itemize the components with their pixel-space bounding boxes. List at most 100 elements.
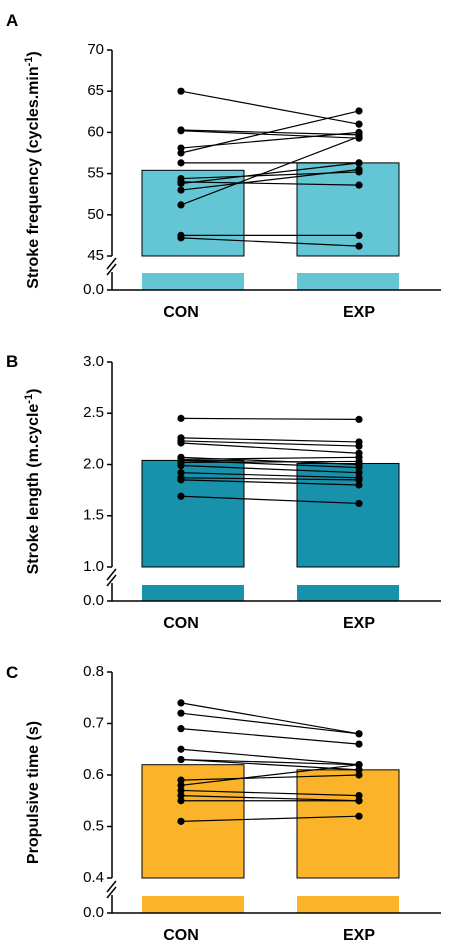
axis-break-mark-1 bbox=[106, 880, 117, 893]
data-point-con bbox=[177, 127, 185, 135]
axis-break-mark-2 bbox=[106, 263, 117, 276]
pair-line bbox=[180, 789, 360, 797]
axis-break-mark-1 bbox=[106, 257, 117, 270]
data-point-con bbox=[177, 414, 185, 422]
pair-line bbox=[180, 181, 360, 186]
bar-stub-exp bbox=[297, 273, 399, 290]
bar-exp bbox=[296, 769, 400, 879]
data-point-exp bbox=[355, 469, 363, 477]
data-point-con bbox=[177, 699, 185, 707]
x-tick-label-con: CON bbox=[163, 615, 199, 632]
y-tick-label: 3.0 bbox=[83, 353, 104, 370]
data-point-con bbox=[177, 745, 185, 753]
data-point-con bbox=[177, 492, 185, 500]
data-point-con bbox=[177, 179, 185, 188]
bar-stub-con bbox=[142, 896, 244, 913]
data-point-con bbox=[177, 476, 185, 484]
data-point-exp bbox=[355, 812, 363, 820]
pair-line bbox=[180, 90, 360, 125]
pair-line bbox=[180, 728, 360, 745]
data-point-con bbox=[177, 461, 185, 470]
data-point-exp bbox=[355, 481, 363, 489]
data-point-con bbox=[177, 87, 185, 95]
data-point-exp bbox=[355, 159, 363, 167]
data-point-exp bbox=[355, 761, 363, 769]
data-point-con bbox=[177, 149, 185, 157]
data-point-con bbox=[177, 817, 185, 825]
y-tick-label: 2.0 bbox=[83, 455, 104, 472]
y-tick-label: 45 bbox=[87, 247, 104, 264]
y-tick-label: 2.5 bbox=[83, 404, 104, 421]
y-tick-label-zero: 0.0 bbox=[83, 592, 104, 609]
pair-line bbox=[180, 815, 360, 822]
pair-line bbox=[180, 712, 360, 735]
y-axis-title: Stroke frequency (cycles.min-1) bbox=[23, 51, 42, 288]
pair-line bbox=[180, 459, 360, 469]
data-point-con bbox=[177, 234, 185, 242]
data-point-exp bbox=[355, 771, 363, 779]
axis-break-mark-1 bbox=[106, 568, 117, 581]
data-point-con bbox=[177, 797, 185, 805]
y-tick-label-zero: 0.0 bbox=[83, 904, 104, 921]
y-tick-label: 0.5 bbox=[83, 817, 104, 834]
data-point-con bbox=[177, 786, 185, 795]
pair-line bbox=[180, 110, 360, 154]
pair-line bbox=[180, 417, 360, 420]
data-point-exp bbox=[355, 499, 363, 508]
bar-stub-exp bbox=[297, 585, 399, 601]
y-tick-label: 1.5 bbox=[83, 507, 104, 524]
data-point-con bbox=[177, 186, 185, 194]
data-point-exp bbox=[355, 165, 363, 174]
x-tick-label-exp: EXP bbox=[343, 927, 375, 944]
data-point-exp bbox=[355, 730, 363, 738]
data-point-con bbox=[177, 159, 185, 167]
panel-c: C 0.4 0.5 0.6 0.7 0.8 0.0 Propulsive time (s) CO… bbox=[6, 663, 441, 944]
bar-con bbox=[141, 459, 245, 568]
bar-exp bbox=[296, 462, 400, 568]
pair-line bbox=[180, 748, 360, 766]
y-tick-label-zero: 0.0 bbox=[83, 281, 104, 298]
pair-line bbox=[180, 702, 360, 735]
y-tick-label: 70 bbox=[87, 41, 104, 58]
data-point-exp bbox=[355, 766, 363, 774]
data-point-con bbox=[177, 781, 185, 789]
bar-stub-con bbox=[142, 273, 244, 290]
data-point-con bbox=[177, 201, 185, 209]
y-axis-title: Stroke length (m.cycle-1) bbox=[23, 389, 42, 575]
y-tick-label: 55 bbox=[87, 165, 104, 182]
pair-line bbox=[180, 168, 360, 191]
pair-line bbox=[180, 130, 360, 139]
panel-label: B bbox=[6, 352, 18, 371]
pair-line bbox=[180, 758, 360, 766]
bar-exp bbox=[296, 162, 400, 257]
data-point-exp bbox=[355, 231, 363, 239]
bar-stub-exp bbox=[297, 896, 399, 913]
pair-line bbox=[180, 135, 360, 206]
x-tick-label-exp: EXP bbox=[343, 615, 375, 632]
data-point-exp bbox=[355, 442, 363, 450]
y-tick-label: 0.8 bbox=[83, 663, 104, 680]
pair-line bbox=[180, 456, 360, 460]
pair-line bbox=[180, 464, 360, 474]
x-tick-label-exp: EXP bbox=[343, 304, 375, 321]
pair-line bbox=[180, 460, 360, 464]
data-point-exp bbox=[355, 457, 363, 466]
pair-line bbox=[180, 442, 360, 454]
data-point-exp bbox=[355, 181, 363, 189]
data-point-con bbox=[177, 776, 185, 784]
pair-line bbox=[180, 479, 360, 486]
panel-label: A bbox=[6, 11, 18, 30]
data-point-con bbox=[177, 439, 185, 447]
y-tick-label: 65 bbox=[87, 82, 104, 99]
data-point-exp bbox=[355, 476, 363, 484]
y-axis-title: Propulsive time (s) bbox=[25, 721, 42, 864]
y-tick-label: 0.4 bbox=[83, 869, 104, 886]
panel-b: B 1.0 1.5 2.0 2.5 3.0 0.0 Stroke length (m.cycl… bbox=[6, 352, 441, 632]
x-tick-label-con: CON bbox=[163, 927, 199, 944]
pair-line bbox=[180, 437, 360, 443]
data-point-exp bbox=[355, 740, 363, 748]
pair-line bbox=[180, 495, 360, 505]
pair-line bbox=[180, 440, 360, 447]
panel-a: A 45 50 55 60 65 70 0.0 Stroke frequency (cycles… bbox=[6, 11, 441, 321]
y-tick-label: 0.6 bbox=[83, 766, 104, 783]
